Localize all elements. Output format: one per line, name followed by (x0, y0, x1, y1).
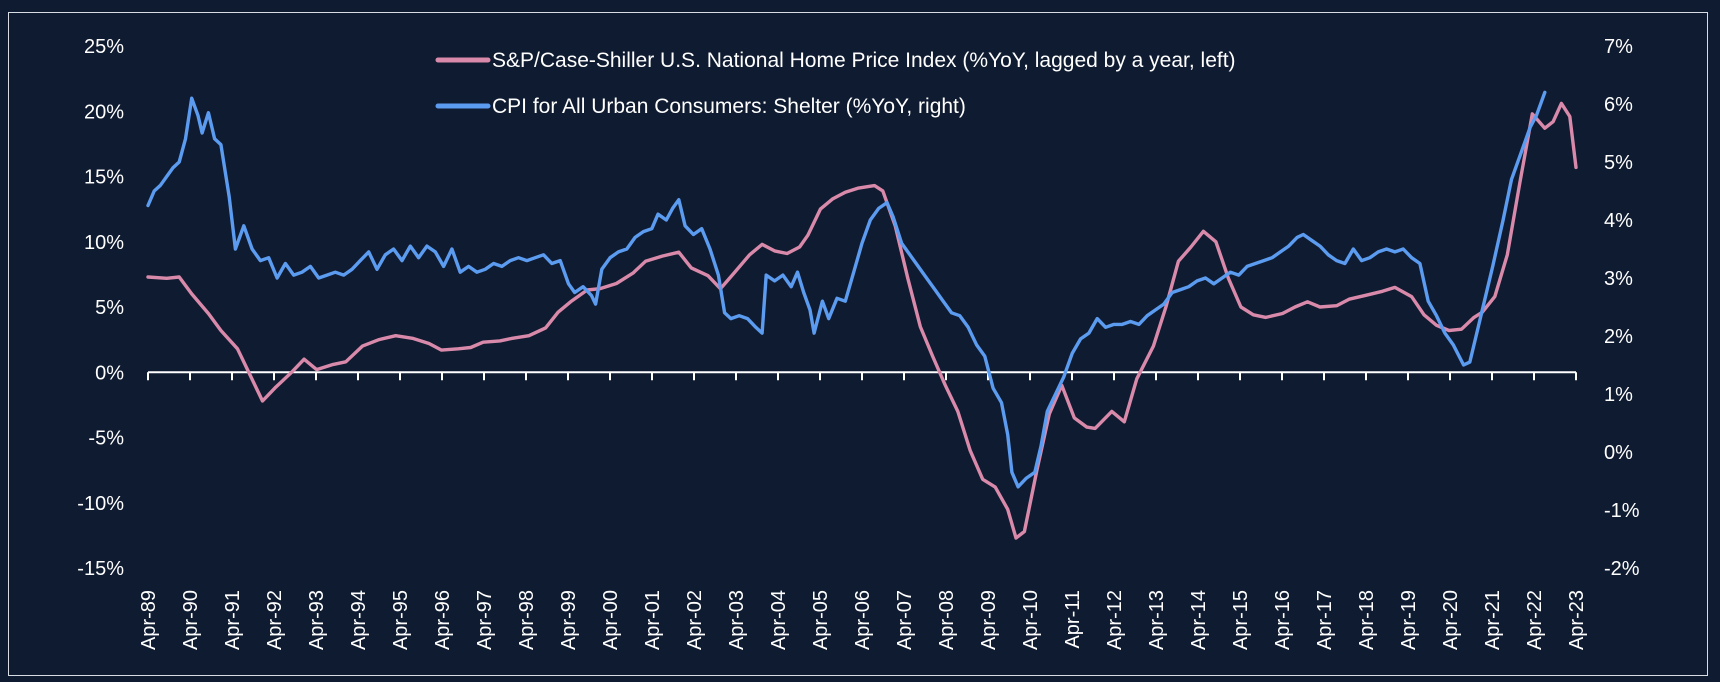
left-tick-label: 20% (84, 101, 124, 123)
x-tick-label: Apr-13 (1146, 590, 1168, 650)
right-tick-label: 5% (1604, 152, 1633, 174)
x-tick-label: Apr-20 (1440, 590, 1462, 650)
x-tick-label: Apr-17 (1314, 590, 1336, 650)
x-tick-label: Apr-93 (306, 590, 328, 650)
x-tick-label: Apr-12 (1104, 590, 1126, 650)
x-tick-label: Apr-97 (474, 590, 496, 650)
left-tick-label: 25% (84, 36, 124, 58)
series-layer (146, 90, 1578, 540)
x-tick-label: Apr-02 (684, 590, 706, 650)
left-tick-label: -5% (88, 428, 124, 450)
x-tick-label: Apr-23 (1566, 590, 1588, 650)
x-tick-label: Apr-03 (726, 590, 748, 650)
right-tick-label: -1% (1604, 500, 1640, 522)
series-line-cpi-shelter (146, 90, 1547, 489)
x-tick-label: Apr-07 (894, 590, 916, 650)
right-tick-label: 7% (1604, 36, 1633, 58)
right-tick-label: 2% (1604, 326, 1633, 348)
x-tick-label: Apr-22 (1524, 590, 1546, 650)
x-tick-label: Apr-89 (138, 590, 160, 650)
right-tick-label: 1% (1604, 384, 1633, 406)
x-tick-label: Apr-05 (810, 590, 832, 650)
x-tick-label: Apr-91 (222, 590, 244, 650)
x-tick-label: Apr-19 (1398, 590, 1420, 650)
right-tick-label: 0% (1604, 442, 1633, 464)
x-tick-label: Apr-21 (1482, 590, 1504, 650)
right-tick-label: -2% (1604, 558, 1640, 580)
x-tick-label: Apr-10 (1020, 590, 1042, 650)
x-axis: Apr-89 Apr-90 Apr-91 Apr-92 Apr-93 Apr-94 Apr-… (138, 371, 1588, 650)
right-tick-label: 6% (1604, 94, 1633, 116)
x-tick-label: Apr-06 (852, 590, 874, 650)
left-tick-label: 10% (84, 232, 124, 254)
x-tick-label: Apr-96 (432, 590, 454, 650)
x-tick-label: Apr-98 (516, 590, 538, 650)
left-axis-ticks: 25% 20% 15% 10% 5% 0% -5% -10% -15% (77, 36, 124, 580)
x-tick-label: Apr-09 (978, 590, 1000, 650)
legend-entry: CPI for All Urban Consumers: Shelter (%Y… (492, 95, 966, 118)
x-tick-label: Apr-92 (264, 590, 286, 650)
left-tick-label: 5% (95, 297, 124, 319)
right-tick-label: 3% (1604, 268, 1633, 290)
left-tick-label: -10% (77, 493, 124, 515)
right-tick-label: 4% (1604, 210, 1633, 232)
series-line-home-price-index (146, 101, 1578, 540)
x-tick-label: Apr-95 (390, 590, 412, 650)
x-tick-label: Apr-14 (1188, 590, 1210, 650)
x-tick-label: Apr-90 (180, 590, 202, 650)
x-tick-label: Apr-16 (1272, 590, 1294, 650)
x-tick-label: Apr-11 (1062, 590, 1084, 649)
x-tick-label: Apr-04 (768, 590, 790, 650)
x-tick-label: Apr-94 (348, 590, 370, 650)
left-tick-label: 15% (84, 167, 124, 189)
x-tick-label: Apr-99 (558, 590, 580, 650)
legend: S&P/Case-Shiller U.S. National Home Pric… (435, 49, 1236, 118)
chart-frame (8, 12, 1708, 676)
right-axis-ticks: 7% 6% 5% 4% 3% 2% 1% 0% -1% -2% (1604, 36, 1640, 580)
x-tick-label: Apr-18 (1356, 590, 1378, 650)
x-tick-label: Apr-01 (642, 590, 664, 650)
x-tick-label: Apr-15 (1230, 590, 1252, 650)
x-tick-label: Apr-08 (936, 590, 958, 650)
left-tick-label: -15% (77, 558, 124, 580)
legend-entry: S&P/Case-Shiller U.S. National Home Pric… (492, 49, 1236, 72)
left-tick-label: 0% (95, 362, 124, 384)
x-tick-label: Apr-00 (600, 590, 622, 650)
